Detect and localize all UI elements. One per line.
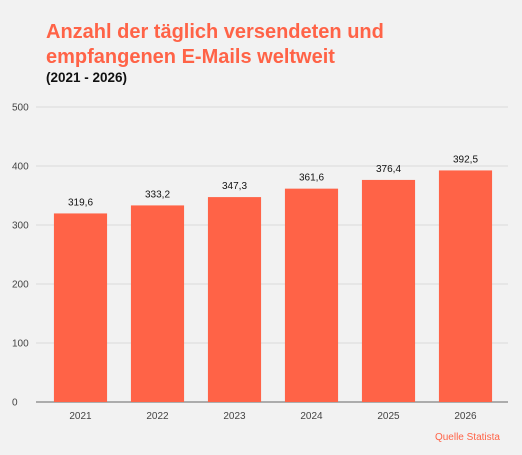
y-tick-label: 0	[12, 398, 18, 409]
bar	[53, 213, 108, 402]
chart-title: Anzahl der täglich versendeten und empfa…	[46, 21, 384, 68]
y-tick-label: 300	[12, 221, 29, 232]
x-tick-label: 2024	[300, 411, 323, 422]
bar	[207, 197, 262, 402]
bar	[130, 205, 185, 402]
x-tick-label: 2025	[377, 411, 400, 422]
data-label: 361,6	[299, 173, 324, 184]
data-label: 376,4	[376, 164, 401, 175]
x-tick-label: 2022	[146, 411, 169, 422]
chart-subtitle: (2021 - 2026)	[46, 70, 128, 85]
source-label: Quelle Statista	[434, 432, 500, 443]
bar	[284, 188, 339, 402]
y-tick-label: 400	[12, 162, 29, 173]
bar	[438, 170, 493, 402]
data-label: 319,6	[68, 197, 93, 208]
data-label: 333,2	[145, 189, 170, 200]
y-tick-label: 500	[12, 103, 29, 114]
x-tick-label: 2026	[454, 411, 477, 422]
data-label: 392,5	[453, 154, 478, 165]
y-tick-label: 200	[12, 280, 29, 291]
data-label: 347,3	[222, 181, 247, 192]
x-tick-label: 2021	[69, 411, 92, 422]
y-tick-label: 100	[12, 339, 29, 350]
bar	[361, 179, 416, 402]
x-tick-label: 2023	[223, 411, 246, 422]
